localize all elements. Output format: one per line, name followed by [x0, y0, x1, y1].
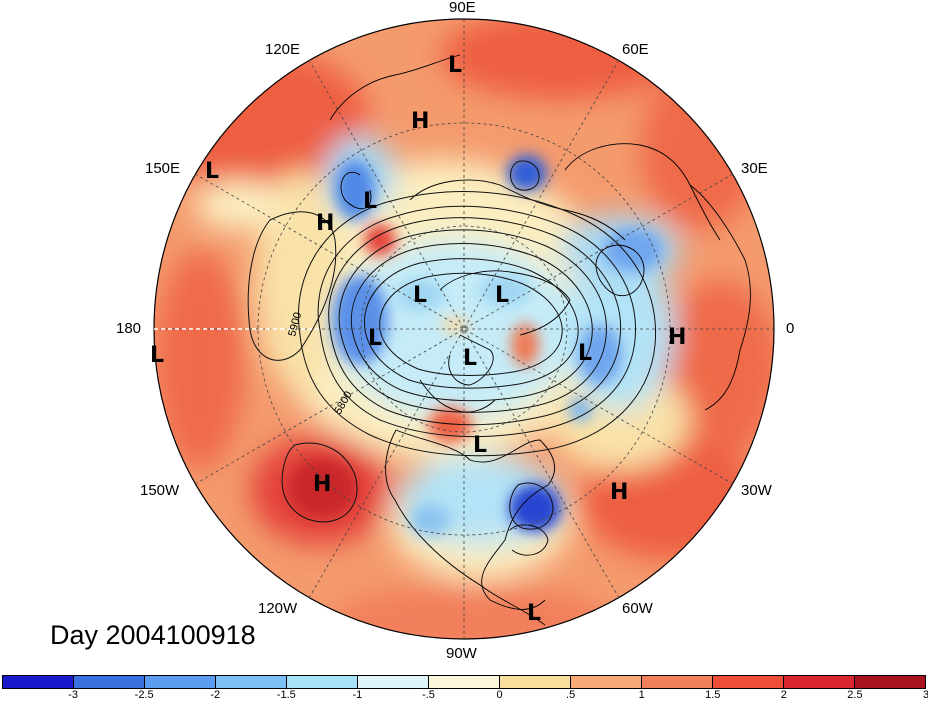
- colorbar-swatch: [500, 676, 571, 688]
- system-h-africa: H: [668, 325, 686, 350]
- system-h-pacific: H: [313, 472, 331, 497]
- colorbar-swatch: [642, 676, 713, 688]
- system-l-pole: L: [463, 346, 477, 371]
- lon-label-90w: 90W: [446, 645, 477, 662]
- lon-label-150w: 150W: [140, 482, 180, 499]
- lon-label-60e: 60E: [622, 41, 649, 58]
- colorbar-tick-label: -.5: [422, 689, 435, 701]
- colorbar-swatch: [74, 676, 145, 688]
- colorbar-swatch: [855, 676, 925, 688]
- colorbar-swatch: [145, 676, 216, 688]
- colorbar-tick-label: -3: [68, 689, 78, 701]
- colorbar-tick-label: 0: [496, 689, 503, 701]
- system-l-caribbean: L: [527, 601, 541, 626]
- lon-label-180: 180: [116, 320, 142, 337]
- pressure-systems: L H L L H L L L L L L H L H H L: [150, 53, 686, 626]
- map-title: Day 2004100918: [50, 620, 256, 650]
- lon-label-0: 0: [786, 320, 795, 337]
- colorbar-tick-label: -2: [210, 689, 221, 701]
- colorbar-tick-label: 1.5: [705, 689, 721, 701]
- lon-label-120e: 120E: [265, 41, 301, 58]
- colorbar-swatch: [784, 676, 855, 688]
- system-l-arctic-1: L: [413, 283, 427, 308]
- system-l-arctic-2: L: [495, 283, 509, 308]
- colorbar-tick-label: 2: [780, 689, 787, 701]
- colorbar-tick-label: -1.5: [276, 689, 296, 701]
- colorbar-swatch: [713, 676, 784, 688]
- colorbar-tick-label: 1: [638, 689, 645, 701]
- colorbar-tick-label: .5: [566, 689, 576, 701]
- colorbar-tick-label: 3: [922, 689, 928, 701]
- lon-label-90e: 90E: [449, 0, 476, 16]
- system-l-siberia: L: [448, 53, 462, 78]
- anomaly-field: [154, 19, 774, 639]
- colorbar-tick-label: 2.5: [847, 689, 863, 701]
- system-l-180: L: [150, 343, 164, 368]
- system-l-bering: L: [368, 326, 382, 351]
- colorbar-tick-label: -1: [352, 689, 363, 701]
- system-h-siberia: H: [411, 109, 429, 134]
- colorbar-swatch: [3, 676, 74, 688]
- system-h-pacific-nw: H: [316, 211, 334, 236]
- coastlines: [329, 54, 751, 626]
- system-h-atlantic: H: [610, 480, 628, 505]
- colorbar: [2, 675, 926, 689]
- lon-label-150e: 150E: [145, 160, 181, 177]
- graticule: [154, 19, 774, 639]
- system-l-europe: L: [578, 341, 592, 366]
- lon-label-30e: 30E: [741, 160, 768, 177]
- colorbar-swatch: [287, 676, 358, 688]
- height-contours: [247, 160, 657, 530]
- system-l-kamchatka: L: [363, 189, 377, 214]
- colorbar-swatch: [429, 676, 500, 688]
- colorbar-swatch: [216, 676, 287, 688]
- colorbar-swatch: [571, 676, 642, 688]
- lon-label-60w: 60W: [622, 600, 653, 617]
- colorbar-tick-label: -2.5: [134, 689, 154, 701]
- system-l-150e: L: [205, 159, 219, 184]
- lon-label-120w: 120W: [258, 600, 298, 617]
- system-l-canada: L: [473, 433, 487, 458]
- colorbar-swatch: [358, 676, 429, 688]
- lon-label-30w: 30W: [741, 482, 772, 499]
